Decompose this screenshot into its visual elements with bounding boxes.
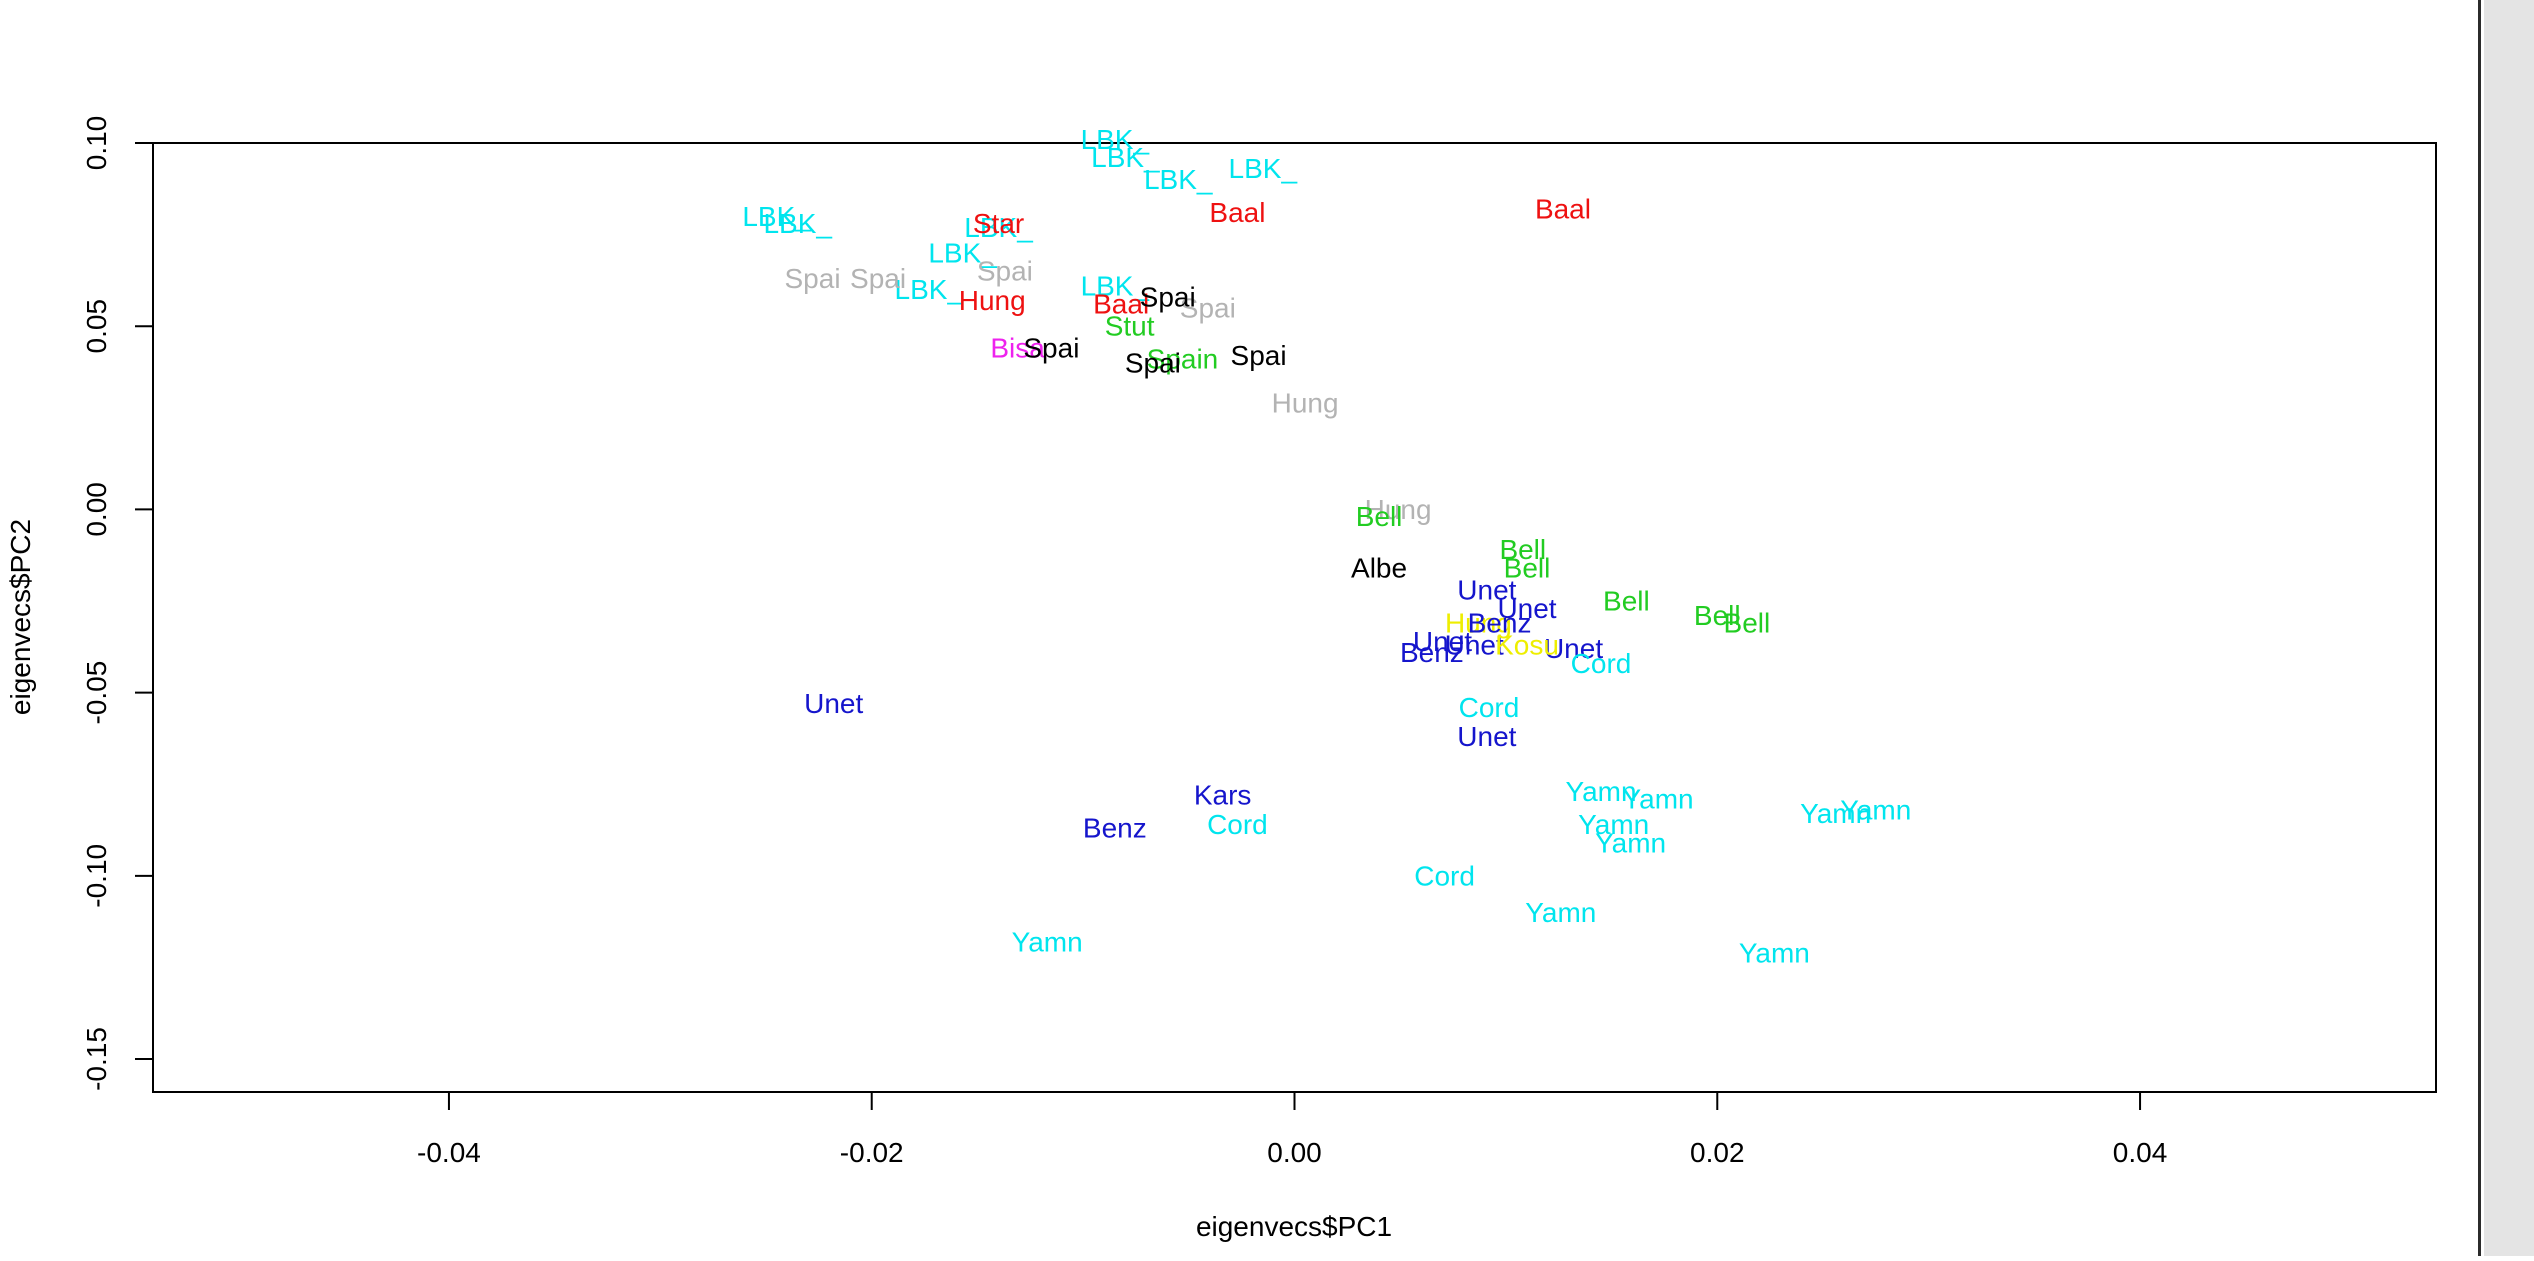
point-label-unet: Unet	[804, 688, 863, 719]
point-label-unet: Unet	[1457, 721, 1516, 752]
point-labels: LBK_LBK_LBK_ LBK_LBK_LBK_ LBK_LBK_LBK_ LBK_…	[742, 124, 1911, 968]
point-label-yamn: Yamn	[1578, 809, 1649, 840]
point-label-kosu: Kosu	[1495, 629, 1559, 660]
x-tick-label: 0.02	[1690, 1137, 1745, 1168]
y-tick-label: 0.05	[81, 299, 112, 354]
y-tick-label: -0.05	[81, 661, 112, 725]
point-label-bell: Bell	[1504, 553, 1551, 584]
point-label-baal: Baal	[1093, 289, 1149, 320]
point-label-yamn: Yamn	[1623, 783, 1694, 814]
point-label-lbk: LBK_	[1144, 164, 1213, 195]
y-axis: -0.15 -0.10 -0.05 0.00 0.05 0.10	[81, 116, 154, 1091]
point-label-hung: Hung	[1272, 388, 1339, 419]
point-label-lbk: LBK_	[1081, 124, 1150, 155]
point-label-cord: Cord	[1414, 860, 1475, 891]
point-label-hung: Hung	[959, 285, 1026, 316]
point-label-hung: Hung	[1365, 494, 1432, 525]
point-label-bell: Bell	[1694, 600, 1741, 631]
point-label-spai: Spai	[785, 263, 841, 294]
point-label-stut: Stut	[1105, 311, 1155, 342]
point-label-unet: Unet	[1457, 575, 1516, 606]
point-label-kars: Kars	[1194, 780, 1252, 811]
window-border	[2478, 0, 2481, 1256]
x-tick-label: 0.00	[1267, 1137, 1322, 1168]
point-label-lbk: LBK_	[742, 201, 811, 232]
x-tick-label: -0.02	[840, 1137, 904, 1168]
y-tick-label: -0.10	[81, 844, 112, 908]
point-label-lbk: LBK_	[1081, 270, 1150, 301]
y-tick-label: 0.10	[81, 116, 112, 171]
point-label-spai: Spai	[1023, 333, 1079, 364]
point-label-spai: Spai	[1231, 340, 1287, 371]
point-label-albe: Albe	[1351, 553, 1407, 584]
point-label-spai: Spai	[1180, 292, 1236, 323]
window-background	[2484, 0, 2534, 1256]
point-label-star: Star	[973, 208, 1024, 239]
point-label-yamn: Yamn	[1800, 798, 1871, 829]
point-label-baal: Baal	[1209, 197, 1265, 228]
y-tick-label: 0.00	[81, 482, 112, 537]
point-label-benz: Benz	[1083, 813, 1147, 844]
x-axis: -0.04 -0.02 0.00 0.02 0.04	[417, 1091, 2168, 1168]
point-label-spai: Spai	[1125, 347, 1181, 378]
x-tick-label: 0.04	[2113, 1137, 2168, 1168]
point-label-bisa: Bisa	[990, 333, 1045, 364]
point-label-baal: Baal	[1535, 193, 1591, 224]
point-label-benz: Benz	[1400, 637, 1464, 668]
point-label-bell: Bell	[1356, 501, 1403, 532]
point-label-bell: Bell	[1499, 534, 1546, 565]
point-label-cord: Cord	[1207, 809, 1268, 840]
point-label-spai: Spai	[850, 263, 906, 294]
x-tick-label: -0.04	[417, 1137, 481, 1168]
point-label-lbk: LBK_	[1229, 153, 1298, 184]
point-label-cord: Cord	[1571, 648, 1632, 679]
point-label-lbk: LBK_	[763, 208, 832, 239]
point-label-hung: Hung	[1445, 607, 1512, 638]
point-label-unet: Unet	[1445, 629, 1504, 660]
y-axis-label: eigenvecs$PC2	[5, 519, 36, 715]
point-label-bell: Bell	[1724, 607, 1771, 638]
point-label-unet: Unet	[1413, 626, 1472, 657]
point-label-lbk: LBK_	[1091, 142, 1160, 173]
point-label-yamn: Yamn	[1012, 926, 1083, 957]
point-label-unet: Unet	[1544, 633, 1603, 664]
point-label-bell: Bell	[1603, 586, 1650, 617]
point-label-lbk: LBK_	[928, 237, 997, 268]
point-label-yamn: Yamn	[1525, 897, 1596, 928]
scatter-plot: -0.04 -0.02 0.00 0.02 0.04 -0.15 -0.10 -0.05 0.…	[5, 116, 2437, 1242]
point-label-spai: Spai	[1140, 281, 1196, 312]
point-label-cord: Cord	[1459, 692, 1520, 723]
point-label-benz: Benz	[1468, 607, 1532, 638]
point-label-yamn: Yamn	[1565, 776, 1636, 807]
point-label-lbk: LBK_	[964, 212, 1033, 243]
point-label-yamn: Yamn	[1595, 827, 1666, 858]
point-label-spain: Spain	[1147, 344, 1219, 375]
point-label-yamn: Yamn	[1840, 794, 1911, 825]
point-label-spai: Spai	[977, 256, 1033, 287]
y-tick-label: -0.15	[81, 1027, 112, 1091]
point-label-unet: Unet	[1497, 593, 1556, 624]
x-axis-label: eigenvecs$PC1	[1196, 1211, 1392, 1242]
point-label-yamn: Yamn	[1739, 937, 1810, 968]
point-label-lbk: LBK_	[895, 274, 964, 305]
plot-frame	[152, 142, 2437, 1093]
